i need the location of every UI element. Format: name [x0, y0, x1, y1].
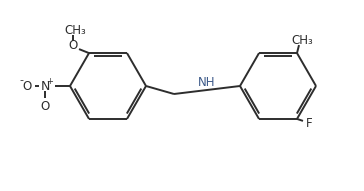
Text: N: N — [40, 79, 50, 92]
Text: +: + — [47, 77, 54, 86]
Text: -: - — [19, 75, 23, 85]
Text: F: F — [306, 117, 312, 130]
Text: CH₃: CH₃ — [64, 24, 86, 37]
Text: O: O — [40, 100, 50, 112]
Text: O: O — [22, 79, 32, 92]
Text: O: O — [68, 39, 78, 52]
Text: CH₃: CH₃ — [291, 34, 313, 47]
Text: NH: NH — [198, 75, 216, 88]
